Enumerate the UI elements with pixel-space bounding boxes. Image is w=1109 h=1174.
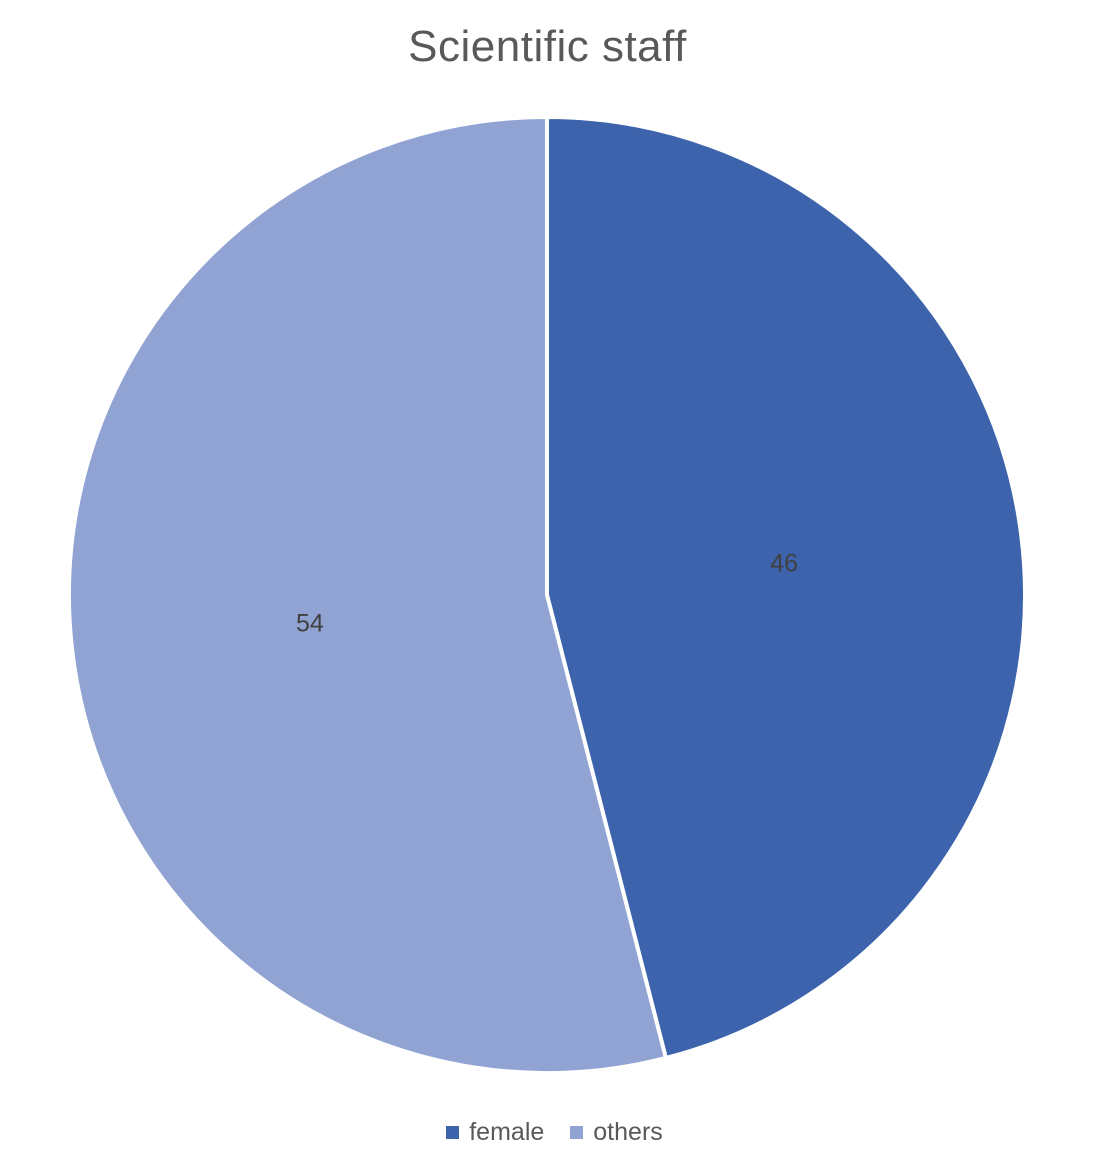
- data-label-others: 54: [296, 610, 324, 638]
- legend-item-female: female: [446, 1118, 544, 1147]
- pie-slices: [67, 115, 1027, 1075]
- pie-data-labels: 46 54: [296, 550, 798, 638]
- legend-item-others: others: [570, 1118, 663, 1147]
- legend-label-female: female: [469, 1118, 545, 1146]
- data-label-female: 46: [770, 550, 798, 578]
- legend-label-others: others: [593, 1118, 663, 1146]
- chart-title: Scientific staff: [408, 22, 687, 71]
- pie-slice-female: [545, 115, 1027, 1060]
- pie-slice-others: [67, 115, 668, 1075]
- pie-chart: 46 54: [67, 115, 1027, 1075]
- legend-swatch-others: [570, 1126, 584, 1139]
- legend: female others: [0, 1118, 1109, 1147]
- legend-swatch-female: [446, 1126, 460, 1139]
